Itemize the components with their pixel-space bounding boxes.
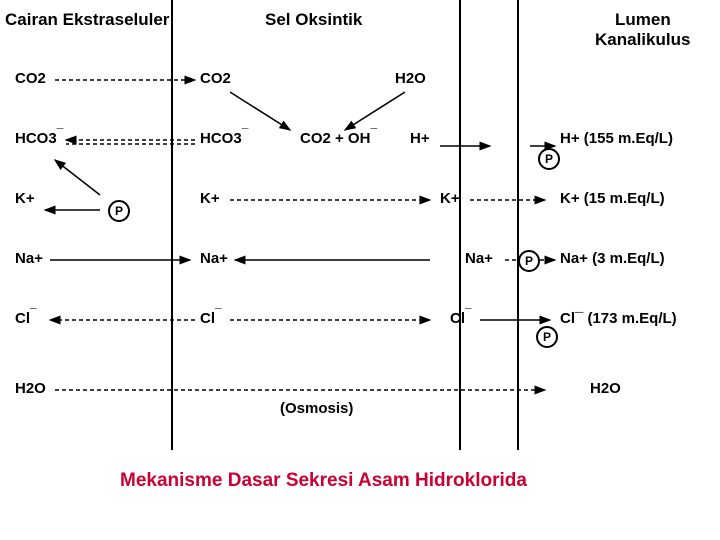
sup-minus: ¯ — [57, 126, 64, 140]
diagram-stage: Cairan Ekstraseluler Sel Oksintik Lumen … — [0, 0, 720, 540]
k-r3: K+ — [440, 190, 460, 207]
co2-left: CO2 — [15, 70, 46, 87]
h2o-left: H2O — [15, 380, 46, 397]
header-middle: Sel Oksintik — [265, 10, 362, 30]
k-left: K+ — [15, 190, 35, 207]
co2-oh: CO2 + OH¯ — [300, 130, 377, 147]
header-right1: Lumen — [615, 10, 671, 30]
overlay-svg — [0, 0, 720, 540]
p-badge: P — [108, 200, 130, 222]
cl-r3: Cl¯ — [450, 310, 472, 327]
hco3-mid: HCO3¯ — [200, 130, 248, 147]
p-badge: P — [538, 148, 560, 170]
h2o-right: H2O — [590, 380, 621, 397]
hco3-mid-txt: HCO3 — [200, 130, 242, 147]
sup-minus-4: ¯ — [30, 306, 37, 320]
header-left: Cairan Ekstraseluler — [5, 10, 169, 30]
osmosis: (Osmosis) — [280, 400, 353, 417]
cl-mid-txt: Cl — [200, 310, 215, 327]
hplus-conc: H+ (155 m.Eq/L) — [560, 130, 673, 147]
co2oh-txt: CO2 + OH — [300, 130, 370, 147]
na-conc: Na+ (3 m.Eq/L) — [560, 250, 665, 267]
figure-caption: Mekanisme Dasar Sekresi Asam Hidroklorid… — [120, 470, 527, 492]
co2-mid: CO2 — [200, 70, 231, 87]
hco3-left: HCO3¯ — [15, 130, 63, 147]
hplus-mid: H+ — [410, 130, 430, 147]
cl-left-txt: Cl — [15, 310, 30, 327]
cl-mid: Cl¯ — [200, 310, 222, 327]
na-mid: Na+ — [200, 250, 228, 267]
k-mid: K+ — [200, 190, 220, 207]
sup-minus-5: ¯ — [215, 306, 222, 320]
na-r3: Na+ — [465, 250, 493, 267]
na-left: Na+ — [15, 250, 43, 267]
cl-r3-txt: Cl — [450, 310, 465, 327]
p-badge: P — [518, 250, 540, 272]
p-badge: P — [536, 326, 558, 348]
header-right2: Kanalikulus — [595, 30, 690, 50]
k-conc: K+ (15 m.Eq/L) — [560, 190, 665, 207]
sup-minus-2: ¯ — [242, 126, 249, 140]
cl-conc: Cl¯ (173 m.Eq/L) — [560, 310, 677, 327]
sup-minus-6: ¯ — [465, 306, 472, 320]
sup-minus-3: ¯ — [370, 126, 377, 140]
cl-left: Cl¯ — [15, 310, 37, 327]
h2o-mid: H2O — [395, 70, 426, 87]
hco3-left-txt: HCO3 — [15, 130, 57, 147]
